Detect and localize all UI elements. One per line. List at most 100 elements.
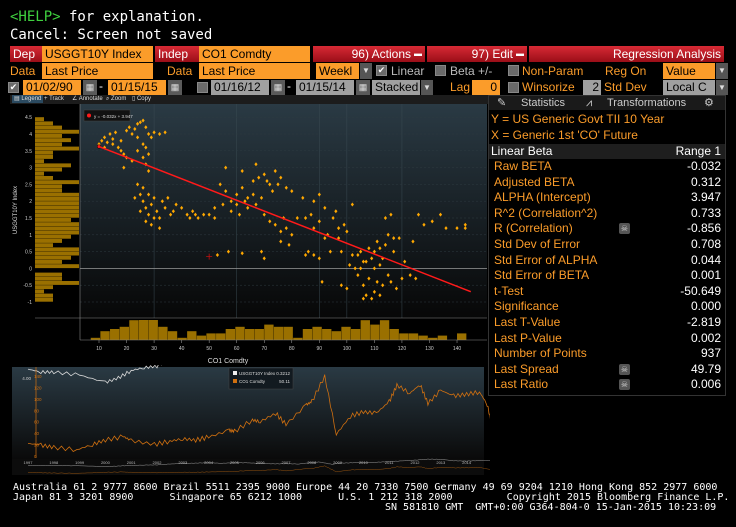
scatter-point — [323, 205, 327, 210]
scatter-point — [378, 246, 382, 251]
dep-security-input[interactable]: USGGT10Y Index — [42, 46, 153, 62]
linear-checkbox[interactable]: ✔ — [376, 65, 387, 76]
scatter-point — [397, 236, 401, 241]
x-histogram-bar — [341, 326, 351, 340]
nonparam-checkbox[interactable] — [508, 65, 519, 76]
statistics-tab-icon: ✎ — [497, 97, 507, 109]
annotate-button[interactable]: ∠ Annotate — [72, 96, 103, 102]
currency-select[interactable]: Local C — [663, 80, 715, 95]
scatter-point — [268, 182, 272, 187]
help-key[interactable]: <HELP> — [10, 9, 61, 25]
reg-on-dropdown-icon[interactable]: ▼ — [716, 63, 728, 79]
scatter-point — [400, 276, 404, 281]
scatter-point — [312, 226, 316, 231]
dep-data-field[interactable]: Last Price — [42, 63, 153, 79]
y-histogram-bar — [35, 218, 71, 222]
scatter-point — [108, 132, 112, 136]
stat-value: 0.000 — [690, 299, 721, 314]
range1-end-date[interactable]: 01/15/15 — [108, 80, 166, 95]
stat-label: Std Error of ALPHA — [494, 252, 598, 267]
y-tick-label: 4.5 — [25, 115, 32, 121]
gear-icon[interactable]: ⚙ — [704, 97, 714, 109]
scatter-point — [144, 125, 148, 130]
navigator-strip[interactable] — [12, 459, 484, 475]
period-select[interactable]: Weekl — [316, 63, 359, 79]
x-histogram-bar — [119, 326, 129, 340]
copy-button[interactable]: ▯ Copy — [132, 96, 151, 102]
x-histogram-bar — [302, 329, 313, 340]
scatter-point — [152, 195, 156, 200]
x-histogram-bar — [264, 324, 274, 340]
y-histogram-bar — [35, 243, 53, 248]
period-dropdown-icon[interactable]: ▼ — [360, 63, 372, 79]
stat-row: Last P-Value 0.002 — [489, 331, 725, 347]
chart-options-icon[interactable]: ☠ — [619, 223, 630, 235]
chart-options-icon[interactable]: ☠ — [619, 379, 630, 391]
scatter-point — [386, 273, 390, 278]
actions-button[interactable]: 96) Actions ▬ — [313, 46, 425, 62]
statistics-panel: ✎ Statistics ⩘ Transformations ⚙ Y = US … — [488, 95, 726, 396]
beta-checkbox[interactable] — [435, 65, 446, 76]
range2-start-date[interactable]: 01/16/12 — [211, 80, 269, 95]
scatter-point — [141, 185, 145, 190]
x-tick-label: 1998 — [49, 460, 59, 465]
y-histogram-bar — [35, 264, 79, 269]
scatter-point — [353, 266, 357, 271]
y-histogram-bar — [35, 293, 53, 298]
x-histogram-bar — [110, 329, 120, 340]
range1-start-date[interactable]: 01/02/90 — [23, 80, 81, 95]
zoom-button[interactable]: ⌕ Zoom — [106, 96, 127, 102]
display-mode-dropdown-icon[interactable]: ▼ — [421, 80, 433, 95]
indep-data-field[interactable]: Last Price — [199, 63, 310, 79]
stats-header-range: Range 1 — [675, 144, 721, 158]
lag-input[interactable]: 0 — [472, 80, 500, 95]
x-tick-label: 10 — [96, 346, 102, 352]
reg-on-select[interactable]: Value — [663, 63, 715, 79]
right-axis-label: 100 — [34, 397, 42, 402]
scatter-point — [336, 226, 341, 231]
calendar-icon[interactable]: ▦ — [83, 80, 97, 95]
y-histogram-bar — [35, 171, 44, 176]
calendar-icon[interactable]: ▦ — [356, 80, 370, 95]
scatter-point — [312, 252, 316, 257]
range2-end-date[interactable]: 01/15/14 — [296, 80, 354, 95]
range-dash: - — [287, 79, 291, 93]
range2-checkbox[interactable] — [197, 82, 208, 93]
std-dev-input[interactable]: 2 — [583, 80, 601, 95]
scatter-point — [152, 130, 156, 135]
x-histogram-bar — [428, 337, 438, 340]
calendar-icon[interactable]: ▦ — [271, 80, 285, 95]
x-histogram-bar — [331, 331, 342, 340]
display-mode-select[interactable]: Stacked — [372, 80, 420, 95]
legend-label: Legend — [21, 96, 42, 102]
tab-statistics[interactable]: Statistics — [521, 97, 566, 109]
time-series-chart[interactable]: 4.003.002.001.000.00-1.00140120100806040… — [0, 365, 490, 477]
track-button[interactable]: + Track — [44, 96, 64, 102]
edit-button[interactable]: 97) Edit ▬ — [427, 46, 527, 62]
x-histogram-bar — [90, 337, 101, 340]
y-histogram-bar — [35, 205, 79, 210]
calendar-icon[interactable]: ▦ — [168, 80, 182, 95]
indep-security-input[interactable]: CO1 Comdty — [199, 46, 310, 62]
stat-value: -0.856 — [686, 221, 721, 236]
currency-dropdown-icon[interactable]: ▼ — [716, 80, 728, 95]
tab-transformations[interactable]: Transformations — [607, 97, 687, 109]
left-axis-label: 3.00 — [22, 365, 31, 366]
x-histogram-bar — [293, 337, 303, 340]
footer-phones-1: Australia 61 2 9777 8600 Brazil 5511 239… — [13, 482, 718, 493]
scatter-point — [127, 125, 131, 130]
scatter-point — [141, 142, 145, 147]
legend-button[interactable]: ▤ Legend — [12, 95, 44, 103]
scatter-point — [367, 246, 371, 251]
scatter-point — [146, 152, 151, 157]
scatter-point — [174, 202, 178, 207]
chart-options-icon[interactable]: ☠ — [619, 363, 630, 375]
scatter-point — [350, 252, 354, 257]
range1-checkbox[interactable]: ✔ — [8, 82, 19, 93]
scatter-point — [339, 249, 343, 254]
right-axis-label: 80 — [34, 408, 40, 413]
scatter-point — [372, 289, 376, 294]
winsorize-checkbox[interactable] — [508, 82, 519, 93]
stat-row: Number of Points 937 — [489, 346, 725, 362]
scatter-chart[interactable]: 10 20 30 40 50 60 70 80 90 100 110 120 130 1404.543.5… — [0, 0, 490, 370]
